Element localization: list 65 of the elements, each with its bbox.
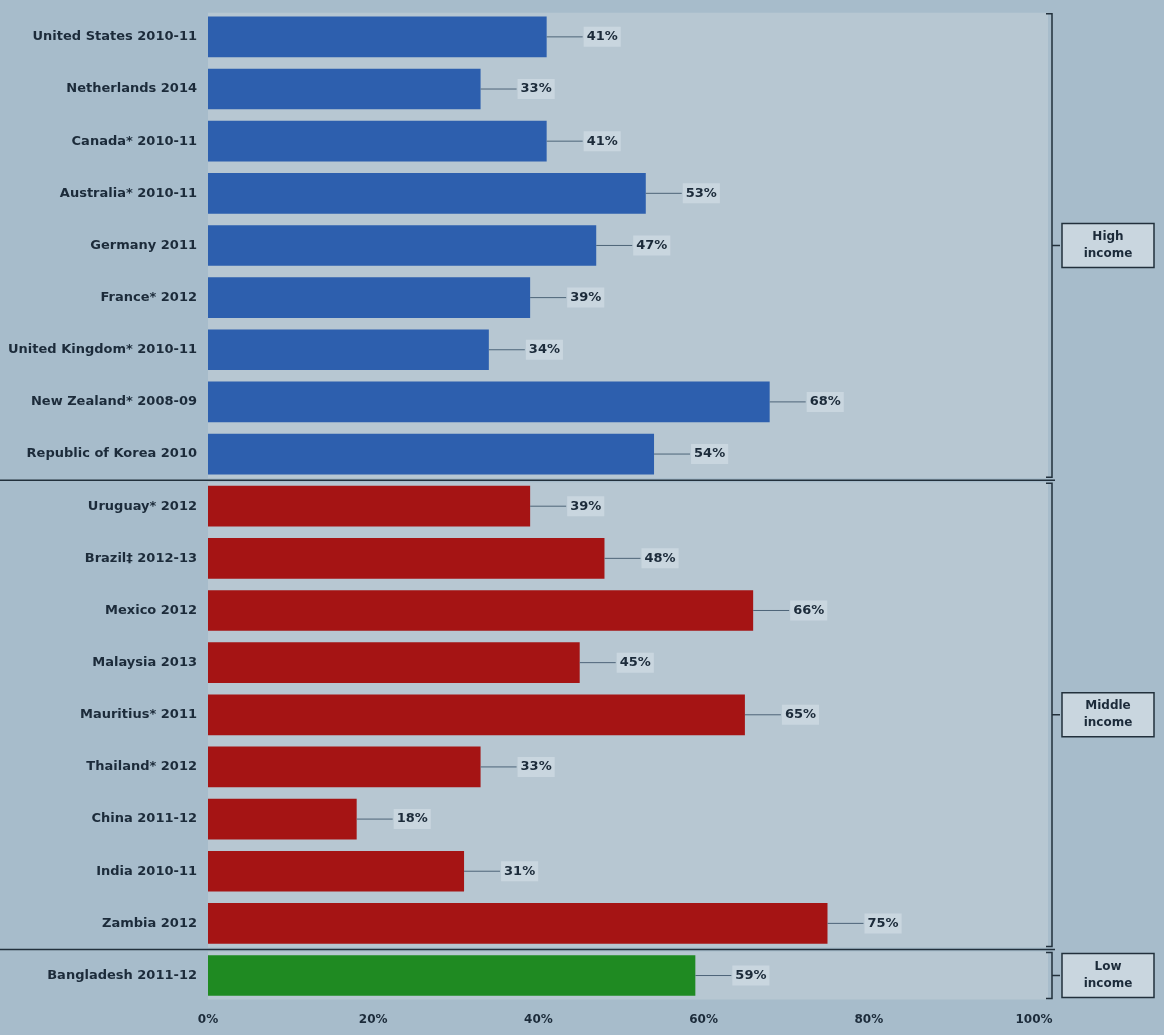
bar <box>208 381 770 423</box>
x-tick-label: 60% <box>689 1011 718 1026</box>
data-label: 54% <box>694 445 726 461</box>
y-tick-label: Zambia 2012 <box>102 914 197 930</box>
x-tick-label: 80% <box>854 1011 884 1026</box>
data-label: 41% <box>586 28 618 44</box>
x-tick-label: 100% <box>1015 1011 1053 1026</box>
bar <box>208 850 465 892</box>
bar <box>208 746 481 788</box>
y-tick-label: India 2010-11 <box>96 862 197 878</box>
y-tick-label: Australia* 2010-11 <box>59 184 197 200</box>
data-label: 33% <box>520 758 552 774</box>
bar <box>208 642 580 683</box>
band-label: Low income <box>1083 959 1133 991</box>
data-label: 47% <box>636 236 668 252</box>
bar <box>208 329 489 371</box>
bar <box>208 225 597 266</box>
y-tick-label: Bangladesh 2011-12 <box>47 966 197 982</box>
data-label: 66% <box>793 601 825 617</box>
x-tick-label: 0% <box>197 1011 219 1026</box>
data-label: 53% <box>685 184 717 200</box>
y-tick-label: New Zealand* 2008-09 <box>30 393 197 409</box>
bar <box>208 120 547 162</box>
band-label: Middle income <box>1083 698 1133 730</box>
y-tick-label: Malaysia 2013 <box>92 654 197 670</box>
y-tick-label: Canada* 2010-11 <box>71 132 197 148</box>
bar <box>208 16 547 58</box>
bar <box>208 590 754 631</box>
data-label: 39% <box>570 288 602 304</box>
y-tick-label: Uruguay* 2012 <box>87 497 197 513</box>
x-tick-label: 20% <box>358 1011 388 1026</box>
bar <box>208 277 531 318</box>
y-tick-label: Republic of Korea 2010 <box>26 445 197 461</box>
y-tick-label: Mexico 2012 <box>105 601 197 617</box>
data-label: 33% <box>520 80 552 96</box>
y-tick-label: China 2011-12 <box>91 810 197 826</box>
data-label: 45% <box>619 654 651 670</box>
x-tick-label: 40% <box>524 1011 553 1026</box>
y-tick-label: Thailand* 2012 <box>86 758 197 774</box>
bar <box>208 538 605 579</box>
y-tick-label: Netherlands 2014 <box>66 80 197 96</box>
data-label: 75% <box>867 914 899 930</box>
y-tick-label: Mauritius* 2011 <box>80 706 197 722</box>
y-tick-label: France* 2012 <box>100 288 197 304</box>
data-label: 68% <box>809 393 841 409</box>
data-label: 65% <box>784 706 817 722</box>
bar <box>208 798 357 840</box>
bar <box>208 68 481 110</box>
bar <box>208 485 531 527</box>
bar <box>208 903 828 944</box>
data-label: 59% <box>735 966 767 982</box>
data-label: 48% <box>644 549 676 565</box>
bar <box>208 694 745 736</box>
y-tick-label: Germany 2011 <box>90 236 197 252</box>
bar <box>208 172 646 214</box>
y-tick-label: United States 2010-11 <box>32 28 197 44</box>
bar <box>208 433 655 475</box>
band-label: High income <box>1083 229 1133 261</box>
data-label: 31% <box>504 862 536 878</box>
y-tick-label: United Kingdom* 2010-11 <box>8 341 197 357</box>
data-label: 18% <box>396 810 428 826</box>
data-label: 41% <box>586 132 618 148</box>
y-tick-label: Brazil‡ 2012-13 <box>84 549 197 565</box>
data-label: 34% <box>528 341 560 357</box>
data-label: 39% <box>570 497 602 513</box>
